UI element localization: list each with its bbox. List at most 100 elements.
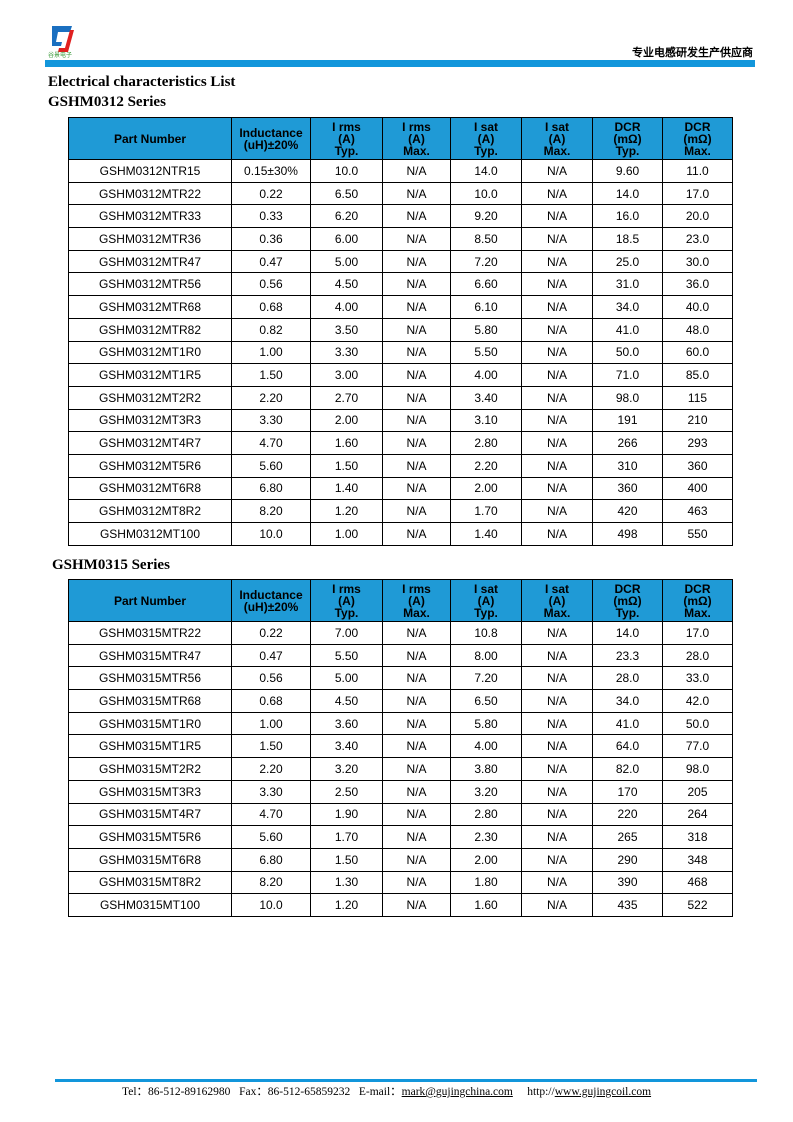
table-cell: 14.0 [450, 159, 522, 183]
table-cell: GSHM0312MT6R8 [68, 476, 232, 501]
website-link[interactable]: www.gujingcoil.com [554, 1086, 652, 1098]
table-header-row: Part Number Inductance (uH)±20% I rms (A) … [68, 579, 733, 622]
table-cell: N/A [521, 711, 593, 736]
table-row: GSHM0312MTR36 0.36 6.00 N/A 8.50 N/A 18.5 23.0 [68, 227, 733, 251]
table-cell: N/A [382, 499, 451, 523]
table-cell: N/A [382, 476, 451, 501]
table-cell: 0.68 [231, 689, 311, 713]
table-cell: N/A [382, 621, 451, 645]
table-cell: 1.50 [231, 363, 311, 387]
column-header: I sat (A) Typ. [450, 579, 522, 622]
table-cell: 3.30 [231, 408, 311, 433]
table-cell: GSHM0312MT4R7 [68, 431, 232, 455]
email-link[interactable]: mark@gujingchina.com [401, 1086, 513, 1098]
table-cell: 0.22 [231, 621, 311, 645]
table-cell: 48.0 [662, 317, 733, 342]
table-cell: 9.20 [450, 204, 522, 229]
table-cell: 20.0 [662, 204, 733, 229]
table-cell: N/A [521, 317, 593, 342]
table-cell: 318 [662, 825, 733, 849]
table-row: GSHM0315MT1R0 1.00 3.60 N/A 5.80 N/A 41.0 50.0 [68, 711, 733, 736]
table-cell: 205 [662, 779, 733, 804]
table-cell: 310 [592, 453, 663, 478]
table-cell: 210 [662, 408, 733, 433]
table-row: GSHM0312MTR68 0.68 4.00 N/A 6.10 N/A 34.0 40.0 [68, 295, 733, 319]
table-cell: N/A [382, 870, 451, 895]
table-cell: 50.0 [592, 340, 663, 365]
table-cell: 4.00 [450, 363, 522, 387]
table-cell: N/A [382, 431, 451, 455]
table-cell: 266 [592, 431, 663, 455]
table-cell: 6.50 [450, 689, 522, 713]
table-cell: 4.00 [310, 295, 383, 319]
table-row: GSHM0312NTR15 0.15±30% 10.0 N/A 14.0 N/A 9.60 1… [68, 159, 733, 183]
table-cell: 4.70 [231, 802, 311, 827]
table-cell: N/A [382, 204, 451, 229]
table-cell: 463 [662, 499, 733, 523]
table-cell: N/A [521, 847, 593, 872]
table-cell: N/A [382, 272, 451, 297]
table-cell: 550 [662, 522, 733, 546]
table-cell: 6.80 [231, 847, 311, 872]
table-cell: N/A [521, 779, 593, 804]
table-cell: 7.00 [310, 621, 383, 645]
column-header: I rms (A) Typ. [310, 579, 383, 622]
page-title: Electrical characteristics List [48, 74, 236, 90]
table-cell: 8.00 [450, 643, 522, 668]
table-row: GSHM0315MT3R3 3.30 2.50 N/A 3.20 N/A 170 205 [68, 779, 733, 804]
table-cell: 3.50 [310, 317, 383, 342]
table-cell: N/A [521, 295, 593, 319]
column-header: DCR (mΩ) Max. [662, 117, 733, 160]
table-cell: N/A [382, 227, 451, 251]
table-cell: GSHM0312MT2R2 [68, 385, 232, 410]
table-cell: GSHM0315MT1R5 [68, 734, 232, 759]
table-cell: N/A [521, 363, 593, 387]
column-header: Inductance (uH)±20% [231, 117, 311, 160]
table-cell: GSHM0312MTR36 [68, 227, 232, 251]
column-header: I rms (A) Typ. [310, 117, 383, 160]
table-cell: 5.60 [231, 825, 311, 849]
table-cell: 8.20 [231, 870, 311, 895]
table-cell: N/A [382, 181, 451, 206]
table-cell: 3.40 [450, 385, 522, 410]
table-row: GSHM0312MTR33 0.33 6.20 N/A 9.20 N/A 16.0 20.0 [68, 204, 733, 229]
column-header-line: I rms (A) Typ. [332, 119, 361, 158]
table-row: GSHM0312MT1R0 1.00 3.30 N/A 5.50 N/A 50.0 60.0 [68, 340, 733, 365]
table-cell: 25.0 [592, 249, 663, 274]
column-header-line: I rms (A) Max. [402, 581, 431, 620]
table-cell: GSHM0312MT8R2 [68, 499, 232, 523]
table-row: GSHM0312MT1R5 1.50 3.00 N/A 4.00 N/A 71.0 85.0 [68, 363, 733, 387]
column-header: Part Number [68, 579, 232, 622]
table-cell: GSHM0312MTR33 [68, 204, 232, 229]
table-cell: 1.80 [450, 870, 522, 895]
table-cell: 498 [592, 522, 663, 546]
column-header: DCR (mΩ) Typ. [592, 117, 663, 160]
table-cell: N/A [382, 666, 451, 691]
table-cell: N/A [521, 272, 593, 297]
column-header-line: DCR (mΩ) Typ. [613, 581, 642, 620]
table-row: GSHM0312MTR47 0.47 5.00 N/A 7.20 N/A 25.0 30.0 [68, 249, 733, 274]
table-cell: GSHM0315MTR22 [68, 621, 232, 645]
table-cell: 1.70 [310, 825, 383, 849]
table-cell: 7.20 [450, 666, 522, 691]
table-cell: N/A [521, 159, 593, 183]
table-cell: 220 [592, 802, 663, 827]
table-cell: 28.0 [592, 666, 663, 691]
table-cell: 1.60 [450, 893, 522, 917]
table-cell: 8.50 [450, 227, 522, 251]
table-cell: N/A [521, 340, 593, 365]
table-cell: 4.70 [231, 431, 311, 455]
table-cell: 9.60 [592, 159, 663, 183]
table-cell: 1.40 [450, 522, 522, 546]
table-cell: 293 [662, 431, 733, 455]
company-logo [52, 26, 74, 52]
table-cell: 2.00 [450, 476, 522, 501]
table-cell: 2.00 [450, 847, 522, 872]
table-cell: 5.80 [450, 317, 522, 342]
table-cell: N/A [521, 689, 593, 713]
table-cell: N/A [382, 643, 451, 668]
table-row: GSHM0312MTR82 0.82 3.50 N/A 5.80 N/A 41.0 48.0 [68, 317, 733, 342]
table-cell: 3.80 [450, 757, 522, 781]
table-cell: N/A [382, 249, 451, 274]
table-cell: N/A [382, 847, 451, 872]
